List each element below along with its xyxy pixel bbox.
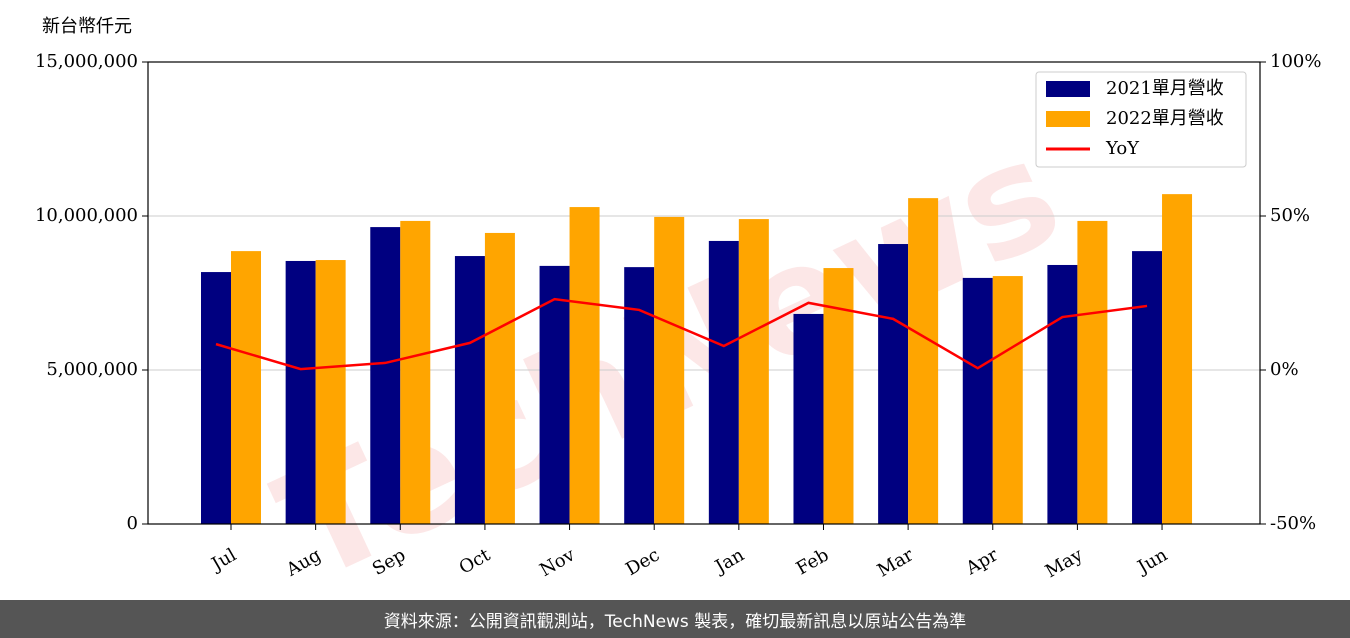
y2-tick-label: -50% (1270, 513, 1316, 534)
bar (962, 277, 993, 524)
bar (1132, 251, 1163, 524)
bar (315, 260, 346, 524)
bar (624, 267, 655, 524)
bar (793, 313, 824, 524)
bar (539, 265, 570, 524)
bar (370, 227, 401, 524)
line (215, 297, 1148, 371)
footer: 資料來源：公開資訊觀測站，TechNews 製表，確切最新訊息以原站公告為準 (0, 600, 1350, 638)
bar (231, 251, 261, 524)
y-tick-label: 10,000,000 (35, 205, 138, 226)
x-tick-label: May (1042, 544, 1087, 582)
x-tick-label: Jan (710, 544, 748, 578)
bar (654, 216, 685, 524)
bar (708, 240, 739, 524)
legend-swatch (1046, 111, 1090, 127)
x-tick-label: Apr (962, 544, 1002, 579)
bar (454, 256, 485, 524)
plot-frame (147, 61, 1261, 525)
bar (738, 219, 769, 524)
y-axis-title: 新台幣仟元 (42, 16, 132, 37)
y-tick-label: 5,000,000 (46, 359, 138, 380)
x-tick-label: Dec (622, 544, 663, 580)
legend-swatch (1046, 81, 1090, 97)
bar (1047, 264, 1078, 524)
y2-tick-label: 50% (1270, 205, 1310, 226)
legend-label: 2021單月營收 (1106, 78, 1224, 99)
bar (285, 260, 316, 524)
x-tick-label: Jul (206, 544, 240, 576)
y-tick-label: 0 (127, 513, 138, 534)
x-tick-label: Feb (793, 544, 833, 579)
y2-tick-label: 0% (1270, 359, 1299, 380)
y-tick-label: 15,000,000 (35, 51, 138, 72)
bar (1162, 194, 1193, 524)
bar (992, 276, 1023, 524)
y2-tick-label: 100% (1270, 51, 1321, 72)
x-tick-label: Nov (536, 544, 579, 581)
bar (569, 207, 600, 524)
chart: TechNews 新台幣仟元 05,000,00010,000,00015,00… (35, 16, 1322, 616)
bar (400, 220, 431, 525)
bar (1077, 220, 1108, 525)
bar (201, 272, 231, 524)
x-tick-label: Mar (874, 544, 918, 581)
x-tick-label: Jun (1132, 544, 1171, 579)
legend-label: YoY (1105, 138, 1140, 159)
legend-label: 2022單月營收 (1106, 108, 1224, 129)
bar (878, 244, 909, 524)
bar (908, 198, 939, 525)
bar (484, 232, 515, 524)
